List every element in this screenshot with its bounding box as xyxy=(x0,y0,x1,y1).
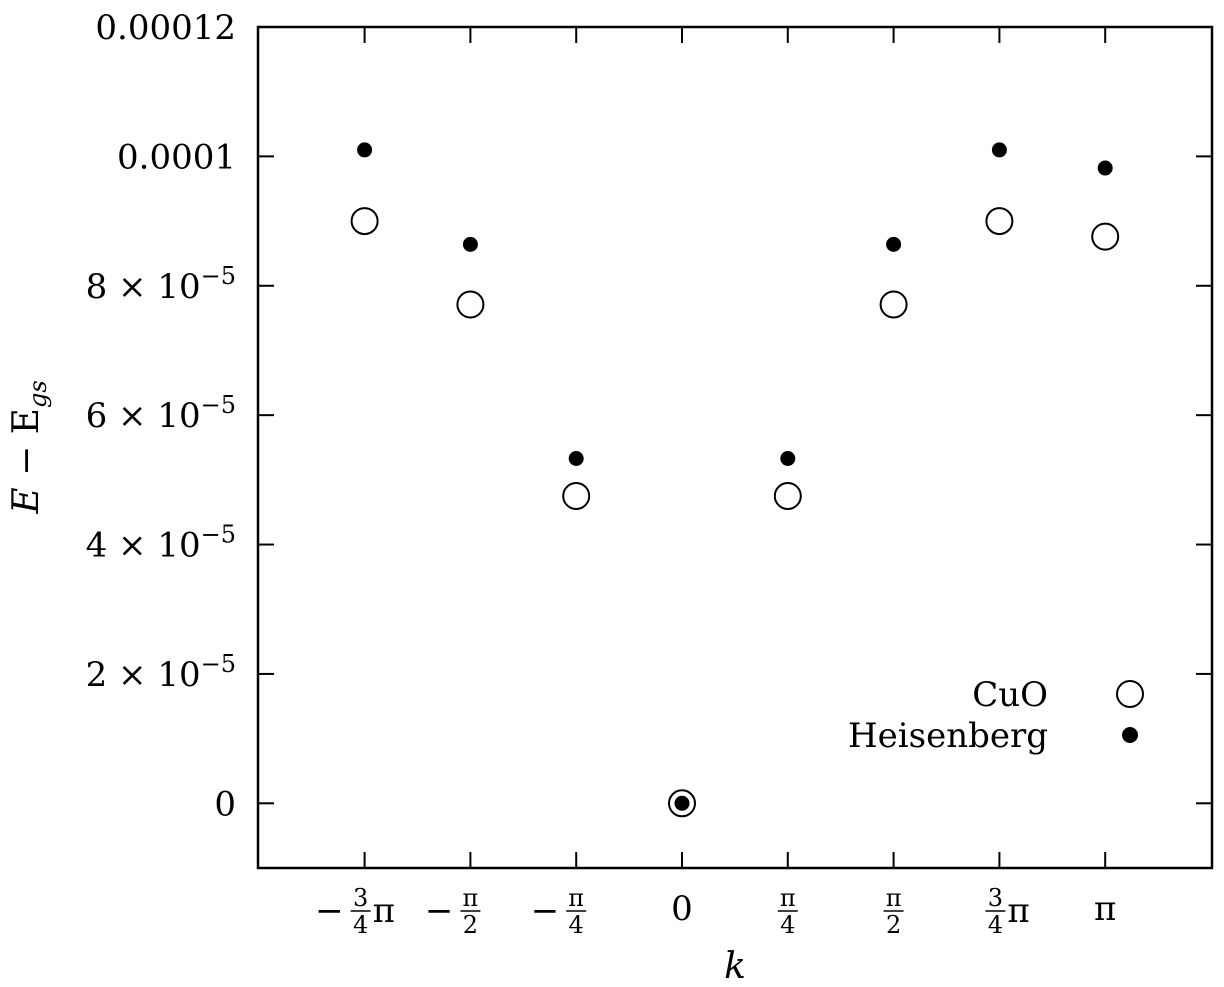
heisenberg-point xyxy=(991,142,1007,158)
x-tick-label: −34 π xyxy=(315,884,395,939)
heisenberg-point xyxy=(568,450,584,466)
x-tick-sign: − xyxy=(425,891,454,931)
x-tick-denominator: 4 xyxy=(780,911,795,939)
cuo-point xyxy=(456,290,485,319)
y-axis-title-main: E xyxy=(6,487,47,514)
x-tick-label: π2 xyxy=(883,884,904,939)
y-tick-label: 0.00012 xyxy=(95,8,236,48)
legend-marker-heisenberg xyxy=(1122,727,1138,743)
y-axis-title-sub: gs xyxy=(24,380,52,408)
cuo-point xyxy=(562,482,591,511)
heisenberg-point xyxy=(357,142,373,158)
x-tick-denominator: 2 xyxy=(463,911,478,939)
x-tick-numerator: π xyxy=(780,884,796,912)
y-tick-mantissa: 8 × 10 xyxy=(86,267,201,307)
x-tick-label: 34 π xyxy=(985,884,1030,939)
x-tick-sign: − xyxy=(315,891,344,931)
x-tick-label: π xyxy=(1094,889,1116,929)
legend: CuO Heisenberg xyxy=(848,675,1144,756)
x-tick-denominator: 2 xyxy=(886,911,901,939)
y-tick-exponent: −5 xyxy=(201,262,236,290)
x-tick-suffix: π xyxy=(373,891,395,931)
y-tick-mantissa: 2 × 10 xyxy=(86,655,201,695)
cuo-point xyxy=(350,207,379,236)
cuo-point xyxy=(1091,222,1120,251)
x-tick-numerator: 3 xyxy=(353,884,368,912)
y-tick-exponent: −5 xyxy=(201,650,236,678)
y-tick-label: 0.0001 xyxy=(117,137,236,177)
heisenberg-point xyxy=(1097,160,1113,176)
y-tick-exponent: −5 xyxy=(201,521,236,549)
x-tick-numerator: π xyxy=(463,884,479,912)
svg-text:E − Egs: E − Egs xyxy=(6,380,52,514)
x-tick-denominator: 4 xyxy=(353,911,368,939)
x-tick-suffix: π xyxy=(1007,891,1029,931)
cuo-point xyxy=(773,482,802,511)
y-axis-title: E − Egs xyxy=(6,380,52,514)
legend-marker-cuo xyxy=(1116,680,1144,708)
cuo-point xyxy=(985,207,1014,236)
x-tick-label: − π4 xyxy=(531,884,587,939)
x-tick-sign: − xyxy=(531,891,560,931)
x-tick-label: − π2 xyxy=(425,884,481,939)
x-tick-label: 0 xyxy=(671,889,693,929)
x-tick-denominator: 4 xyxy=(569,911,584,939)
heisenberg-point xyxy=(674,795,690,811)
y-tick-label: 6 × 10−5 xyxy=(86,391,236,436)
x-tick-numerator: π xyxy=(568,884,584,912)
heisenberg-point xyxy=(886,236,902,252)
y-tick-exponent: −5 xyxy=(201,391,236,419)
x-tick-numerator: 3 xyxy=(988,884,1003,912)
x-tick-denominator: 4 xyxy=(988,911,1003,939)
plot-frame xyxy=(256,25,1214,870)
y-tick-mantissa: 6 × 10 xyxy=(86,396,201,436)
y-axis-title-op: − E xyxy=(6,408,47,487)
heisenberg-point xyxy=(462,236,478,252)
x-tick-label: π4 xyxy=(777,884,798,939)
y-tick-label: 8 × 10−5 xyxy=(86,262,236,307)
heisenberg-point xyxy=(780,450,796,466)
y-axis-ticks: 02 × 10−54 × 10−56 × 10−58 × 10−50.00010… xyxy=(86,8,1212,824)
legend-label-heisenberg: Heisenberg xyxy=(848,716,1048,756)
legend-label-cuo: CuO xyxy=(972,675,1048,715)
y-tick-label: 0 xyxy=(214,784,236,824)
y-tick-label: 4 × 10−5 xyxy=(86,521,236,566)
x-tick-numerator: π xyxy=(886,884,902,912)
cuo-point xyxy=(879,290,908,319)
y-tick-mantissa: 4 × 10 xyxy=(86,526,201,566)
x-axis-title: k xyxy=(724,946,746,987)
series-heisenberg xyxy=(357,142,1113,811)
y-tick-label: 2 × 10−5 xyxy=(86,650,236,695)
